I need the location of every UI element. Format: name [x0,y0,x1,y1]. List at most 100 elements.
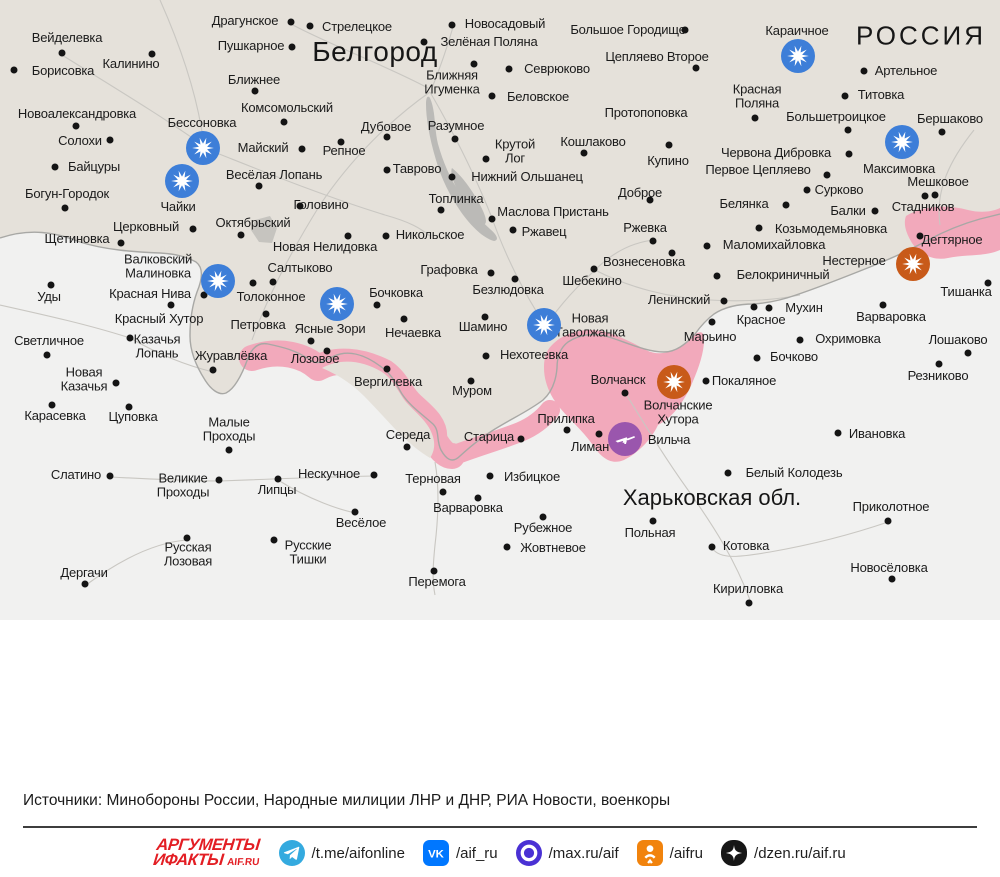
social-link-dzen[interactable]: /dzen.ru/aif.ru [721,840,846,867]
explosion-icon [785,43,811,69]
explosion-icon [531,312,557,338]
town-label: Бессоновка [167,114,237,130]
ua-ground-marker [781,39,815,73]
ua-ground-marker [320,287,354,321]
social-link-max[interactable]: /max.ru/aif [515,840,619,867]
town-label: Репное [322,142,366,158]
town-label: Доброе [617,184,663,200]
region-label: РОССИЯ [855,20,987,51]
town-label: Червона Дибровка [720,144,832,160]
town-dot [296,202,304,210]
town-label: Стрелецкое [322,18,392,34]
town-label: Протопоповка [604,104,688,120]
town-dot [580,149,588,157]
social-link-ok[interactable]: /aifru [636,840,703,867]
town-label: Маломихайловка [722,236,826,252]
map-canvas: Вейделевка Борисовка Калинино Драгунское Стр… [0,0,1000,620]
town-dot [439,488,447,496]
svg-text:VK: VK [428,849,445,861]
town-dot [249,279,257,287]
town-dot [47,281,55,289]
town-label: Толоконное [236,288,306,304]
town-dot [81,580,89,588]
town-dot [984,279,992,287]
town-label: Салтыково [267,259,333,275]
town-label: Перемога [408,573,466,589]
town-dot [448,173,456,181]
town-label: Волчанск [590,371,646,387]
town-dot [860,67,868,75]
town-label: Кирилловка [713,580,783,596]
town-label: Байцуры [68,158,120,174]
town-label: Ясные Зори [294,320,366,336]
town-dot [125,403,133,411]
town-dot [935,360,943,368]
legend: Взяты под контроль Россией, ДНР и ЛНР: Т… [0,620,1000,790]
town-label: Вейделевка [31,29,103,45]
town-dot [467,377,475,385]
town-dot [481,313,489,321]
town-dot [307,337,315,345]
rifle-icon [612,426,638,452]
town-dot [931,191,939,199]
town-dot [681,26,689,34]
town-label: Новая Казачья [60,364,108,394]
town-dot [845,150,853,158]
town-dot [879,301,887,309]
town-label: Дергачи [60,564,108,580]
town-label: Цуповка [108,408,158,424]
town-label: Резниково [907,367,969,383]
town-label: Ближнее [227,71,281,87]
town-label: Красная Поляна [732,81,782,111]
town-label: Богун-Городок [25,185,109,201]
explosion-icon [324,291,350,317]
ua-ground-marker [527,308,561,342]
town-dot [649,237,657,245]
town-dot [420,38,428,46]
town-label: Вознесеновка [603,253,685,269]
town-dot [51,163,59,171]
town-label: Уды [37,288,61,304]
town-dot [595,430,603,438]
town-label: Котовка [722,537,770,553]
town-label: Нехотеевка [499,346,569,362]
explosion-icon [900,251,926,277]
town-dot [269,278,277,286]
town-label: Пушкарное [217,37,285,53]
town-dot [323,347,331,355]
ru-ground-marker [896,247,930,281]
town-label: Стадников [891,198,955,214]
town-label: Терновая [405,470,461,486]
town-label: Мешковое [907,173,969,189]
town-dot [215,476,223,484]
telegram-icon [278,840,305,867]
social-handle: /max.ru/aif [548,844,619,862]
town-dot [539,513,547,521]
town-label: Беловское [506,88,570,104]
town-label: Крутой Лог [494,136,536,166]
social-link-vk[interactable]: VK/aif_ru [422,840,498,867]
town-dot [649,517,657,525]
town-dot [668,249,676,257]
town-label: Титовка [857,86,905,102]
town-label: Нескучное [297,465,361,481]
town-label: Бочково [770,348,818,364]
town-label: Ближняя Игуменка [424,67,480,97]
footer-divider [23,826,977,828]
town-dot [511,275,519,283]
town-label: Кошлаково [560,133,626,149]
social-link-telegram[interactable]: /t.me/aifonline [278,840,405,867]
town-label: Вильча [647,431,691,447]
map-terrain [0,0,1000,601]
town-label: Бочковка [369,284,423,300]
town-dot [400,315,408,323]
town-label: Цепляево Второе [605,48,709,64]
town-label: Церковный [112,218,180,234]
town-label: Первое Цепляево [705,161,811,177]
town-dot [344,232,352,240]
town-dot [713,272,721,280]
town-dot [702,377,710,385]
town-dot [916,232,924,240]
town-dot [117,239,125,247]
town-label: Старица [463,428,515,444]
